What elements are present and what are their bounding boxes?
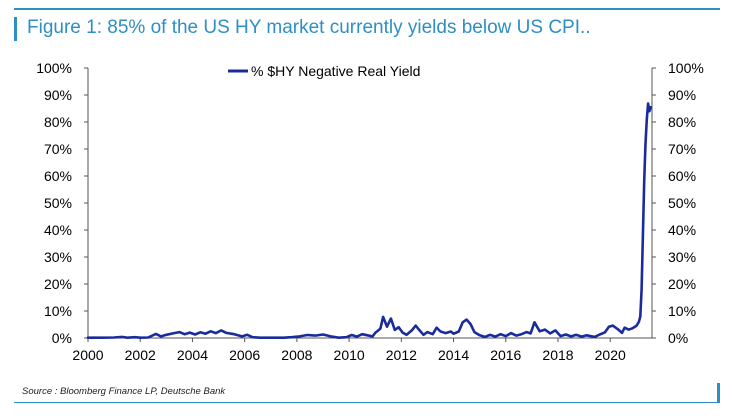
y-tick-label-right: 30% — [668, 249, 696, 265]
legend-label: % $HY Negative Real Yield — [251, 63, 420, 79]
x-tick-label: 2000 — [72, 347, 103, 363]
y-tick-label-right: 10% — [668, 303, 696, 319]
left-axis: 0% 10% 20% 30% 40% 50% 60% 70% 80% 90% 100% — [36, 60, 89, 346]
x-tick-label: 2012 — [386, 347, 417, 363]
y-tick-label-right: 0% — [668, 330, 688, 346]
y-tick-label-left: 30% — [44, 249, 72, 265]
y-tick-label-right: 70% — [668, 141, 696, 157]
y-tick-label-left: 80% — [44, 114, 72, 130]
source-note: Source : Bloomberg Finance LP, Deutsche … — [22, 386, 226, 397]
y-tick-label-left: 40% — [44, 222, 72, 238]
y-tick-label-left: 90% — [44, 87, 72, 103]
y-tick-label-right: 50% — [668, 195, 696, 211]
title-rule — [14, 8, 720, 10]
x-tick-label: 2004 — [177, 347, 208, 363]
y-tick-label-left: 0% — [52, 330, 72, 346]
x-tick-label: 2014 — [438, 347, 469, 363]
series-line — [86, 102, 652, 339]
corner-accent — [717, 383, 720, 403]
x-tick-label: 2018 — [542, 347, 573, 363]
x-tick-label: 2006 — [229, 347, 260, 363]
y-tick-label-right: 90% — [668, 87, 696, 103]
title-accent-bar — [14, 17, 17, 41]
y-tick-label-right: 80% — [668, 114, 696, 130]
data-layer — [86, 102, 652, 339]
x-tick-label: 2010 — [334, 347, 365, 363]
x-axis: 2000 2002 2004 2006 2008 2010 2012 2014 2016 2018… — [72, 337, 652, 363]
right-axis: 0% 10% 20% 30% 40% 50% 60% 70% 80% 90% 100% — [651, 60, 704, 346]
y-tick-label-left: 100% — [36, 60, 72, 76]
x-tick-label: 2002 — [125, 347, 156, 363]
y-tick-label-right: 100% — [668, 60, 704, 76]
y-tick-label-left: 60% — [44, 168, 72, 184]
y-tick-label-right: 20% — [668, 276, 696, 292]
y-tick-label-right: 40% — [668, 222, 696, 238]
figure-title: Figure 1: 85% of the US HY market curren… — [27, 17, 591, 38]
y-tick-label-left: 10% — [44, 303, 72, 319]
bottom-rule — [14, 402, 720, 403]
y-tick-label-left: 70% — [44, 141, 72, 157]
x-tick-label: 2008 — [281, 347, 312, 363]
y-tick-label-left: 50% — [44, 195, 72, 211]
x-tick-label: 2020 — [595, 347, 626, 363]
legend: % $HY Negative Real Yield — [228, 63, 420, 79]
y-tick-label-right: 60% — [668, 168, 696, 184]
x-tick-label: 2016 — [490, 347, 521, 363]
y-tick-label-left: 20% — [44, 276, 72, 292]
